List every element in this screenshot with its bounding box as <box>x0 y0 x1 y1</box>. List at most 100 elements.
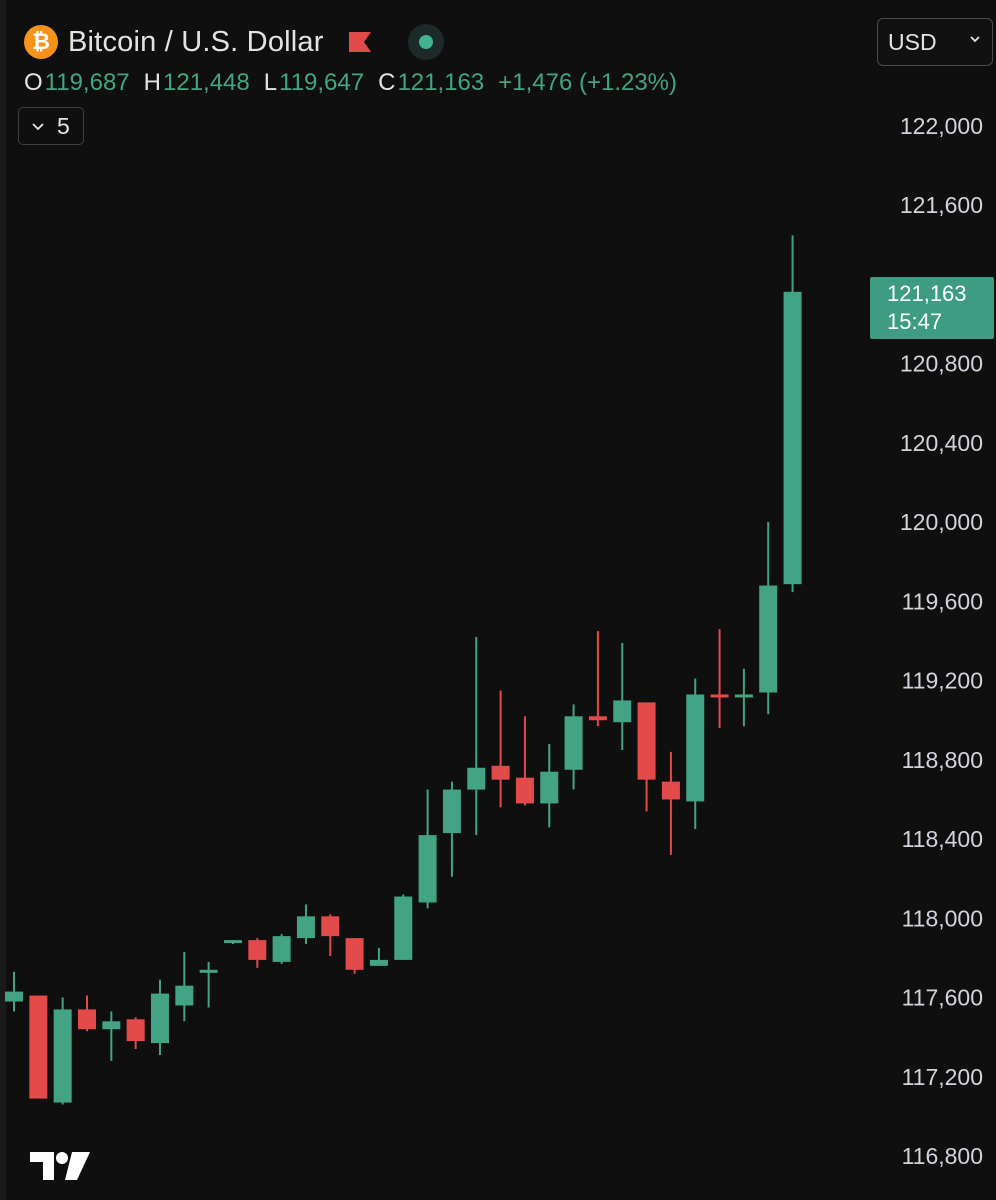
y-tick-label: 119,600 <box>902 588 983 614</box>
candle <box>369 948 388 966</box>
y-tick-label: 121,600 <box>900 192 983 218</box>
candle-body <box>418 835 437 903</box>
candle <box>588 631 607 727</box>
candle-body <box>5 991 23 1002</box>
candle <box>637 702 656 812</box>
high-label: H <box>143 69 161 96</box>
ohlc-legend: O 119,687 H 121,448 L 119,647 C 121,163 … <box>24 68 677 98</box>
candle <box>29 995 48 1099</box>
y-tick-label: 119,200 <box>902 668 983 694</box>
chevron-down-icon <box>970 36 980 43</box>
candle <box>150 979 169 1055</box>
candle-body <box>564 716 583 770</box>
y-tick-label: 117,200 <box>902 1064 983 1090</box>
candle-body <box>53 1009 72 1103</box>
candle-body <box>759 585 778 693</box>
candle-body <box>150 993 169 1044</box>
y-tick-label: 120,800 <box>900 351 983 377</box>
last-price-value: 121,163 <box>887 281 967 306</box>
low-label: L <box>263 69 278 96</box>
candle-body <box>272 936 291 962</box>
y-tick-label: 118,000 <box>902 905 983 931</box>
candle-body <box>588 716 607 721</box>
candle <box>394 894 413 960</box>
candle <box>686 678 705 830</box>
candle <box>5 971 23 1012</box>
candle-body <box>661 781 680 800</box>
candle <box>321 914 340 956</box>
candle <box>418 789 437 909</box>
candle-body <box>491 765 510 780</box>
candle-body <box>686 694 705 802</box>
candle-body <box>734 694 753 698</box>
symbol-title[interactable]: Bitcoin / U.S. Dollar <box>68 25 324 58</box>
candle <box>515 716 534 806</box>
y-tick-label: 120,400 <box>900 430 983 456</box>
flag-icon[interactable] <box>348 31 372 53</box>
high-value: 121,448 <box>163 69 250 96</box>
candle-body <box>394 896 413 960</box>
candle <box>613 642 632 750</box>
candle-body <box>467 767 486 790</box>
candle <box>467 637 486 836</box>
candle <box>272 934 291 964</box>
candle-body <box>540 771 559 804</box>
candle-body <box>783 291 802 585</box>
chart-left-edge <box>0 0 6 1200</box>
y-tick-label: 122,000 <box>900 113 983 139</box>
close-label: C <box>378 69 396 96</box>
candle <box>199 961 218 1008</box>
y-tick-label: 117,600 <box>902 985 983 1011</box>
low-value: 119,647 <box>279 69 365 96</box>
candle-body <box>369 959 388 966</box>
candle-body <box>321 916 340 937</box>
candle-body <box>515 777 534 804</box>
candle-body <box>29 995 48 1099</box>
candle-body <box>175 985 194 1006</box>
candle <box>126 1017 145 1050</box>
y-tick-label: 116,800 <box>902 1143 983 1169</box>
candle <box>77 995 96 1032</box>
candle <box>53 997 72 1105</box>
candle-body <box>442 789 461 834</box>
candle <box>345 938 364 974</box>
currency-select[interactable]: USD <box>877 18 993 66</box>
candle <box>175 951 194 1022</box>
candle <box>734 668 753 727</box>
indicators-toggle-button[interactable]: 5 <box>18 107 84 145</box>
open-value: 119,687 <box>44 69 130 96</box>
candles-series <box>5 235 802 1105</box>
candle-body <box>223 940 242 944</box>
y-axis: 122,000 121,600 120,800 120,400 120,000 119,6… <box>900 113 983 1169</box>
candle <box>491 690 510 808</box>
symbol-header: ₿ Bitcoin / U.S. Dollar <box>24 22 444 62</box>
open-label: O <box>24 69 43 96</box>
chevron-down-icon <box>32 123 44 131</box>
y-tick-label: 118,400 <box>902 826 983 852</box>
candle <box>759 522 778 715</box>
candle <box>540 744 559 828</box>
candle <box>564 704 583 790</box>
candle-body <box>296 916 315 939</box>
candle <box>223 940 242 945</box>
candle <box>248 938 267 968</box>
candle-body <box>102 1021 121 1030</box>
close-value: 121,163 <box>397 69 485 96</box>
candle-body <box>248 940 267 960</box>
candle-body <box>710 694 729 698</box>
candle-body <box>637 702 656 780</box>
tradingview-logo-icon[interactable] <box>28 1148 92 1184</box>
indicator-count: 5 <box>57 112 70 139</box>
currency-value: USD <box>888 28 937 55</box>
candle <box>442 781 461 877</box>
y-tick-label: 118,800 <box>902 747 983 773</box>
candle-body <box>126 1019 145 1042</box>
candle-body <box>345 938 364 970</box>
price-change: +1,476 (+1.23%) <box>498 69 678 96</box>
candle <box>296 904 315 945</box>
y-tick-label: 120,000 <box>900 509 983 535</box>
bar-countdown: 15:47 <box>887 309 943 334</box>
candle <box>783 235 802 593</box>
